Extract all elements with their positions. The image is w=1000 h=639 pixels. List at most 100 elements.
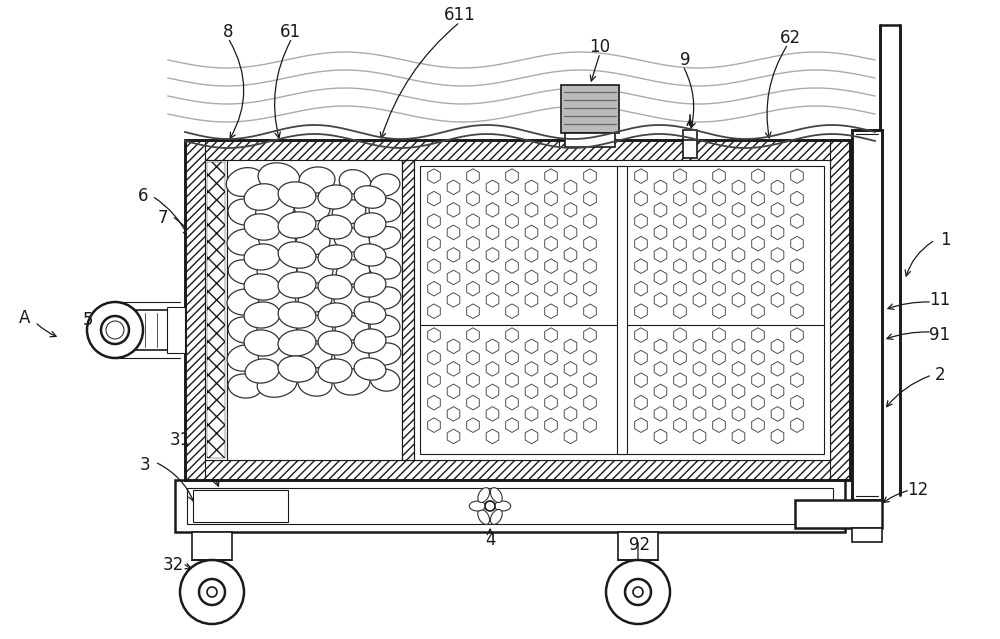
Circle shape <box>101 316 129 344</box>
Ellipse shape <box>318 303 352 327</box>
Circle shape <box>606 560 670 624</box>
Circle shape <box>106 321 124 339</box>
Bar <box>561 85 619 133</box>
Bar <box>402 160 414 460</box>
Text: 91: 91 <box>929 326 951 344</box>
Circle shape <box>485 501 495 511</box>
Bar <box>185 140 850 160</box>
Ellipse shape <box>278 272 316 298</box>
Ellipse shape <box>256 195 294 225</box>
Ellipse shape <box>318 359 352 383</box>
Text: 92: 92 <box>629 536 651 554</box>
Circle shape <box>633 587 643 597</box>
Ellipse shape <box>478 509 490 525</box>
Ellipse shape <box>339 170 371 194</box>
Ellipse shape <box>334 343 370 369</box>
Ellipse shape <box>228 317 262 343</box>
Ellipse shape <box>490 488 502 502</box>
Ellipse shape <box>318 331 352 355</box>
Circle shape <box>180 560 244 624</box>
Bar <box>227 160 402 460</box>
Ellipse shape <box>334 227 370 252</box>
Ellipse shape <box>318 275 352 299</box>
Ellipse shape <box>334 369 370 395</box>
Ellipse shape <box>244 330 280 356</box>
Bar <box>618 532 658 560</box>
Bar <box>414 160 830 460</box>
Ellipse shape <box>298 344 332 368</box>
Ellipse shape <box>334 287 370 313</box>
Bar <box>187 488 833 524</box>
Bar <box>852 130 882 500</box>
Ellipse shape <box>278 330 316 356</box>
Ellipse shape <box>369 343 401 365</box>
Bar <box>205 160 227 460</box>
Bar <box>185 140 850 480</box>
Text: 5: 5 <box>83 311 93 329</box>
Ellipse shape <box>335 316 369 340</box>
Ellipse shape <box>257 314 297 342</box>
Ellipse shape <box>257 371 297 397</box>
Ellipse shape <box>228 199 262 225</box>
Ellipse shape <box>245 359 279 383</box>
Ellipse shape <box>298 288 332 312</box>
Text: A: A <box>19 309 31 327</box>
Text: 32: 32 <box>162 556 184 574</box>
Text: 1: 1 <box>940 231 950 249</box>
Bar <box>795 500 882 528</box>
Ellipse shape <box>298 372 332 396</box>
Ellipse shape <box>278 182 316 208</box>
Ellipse shape <box>228 374 262 398</box>
Ellipse shape <box>494 501 511 511</box>
Ellipse shape <box>370 315 400 337</box>
Ellipse shape <box>258 342 296 370</box>
Ellipse shape <box>296 229 330 255</box>
Text: 61: 61 <box>279 23 301 41</box>
Ellipse shape <box>278 302 316 328</box>
Ellipse shape <box>318 245 352 269</box>
Bar <box>185 140 205 480</box>
Circle shape <box>207 587 217 597</box>
Ellipse shape <box>354 244 386 266</box>
Text: 11: 11 <box>929 291 951 309</box>
Text: 62: 62 <box>779 29 801 47</box>
Bar <box>193 490 288 522</box>
Ellipse shape <box>278 212 316 238</box>
Ellipse shape <box>297 315 333 341</box>
Text: 8: 8 <box>223 23 233 41</box>
Ellipse shape <box>244 244 280 270</box>
Ellipse shape <box>257 256 297 284</box>
Bar <box>830 140 850 480</box>
Text: 4: 4 <box>485 531 495 549</box>
Circle shape <box>110 325 120 335</box>
Bar <box>175 480 845 532</box>
Circle shape <box>199 579 225 605</box>
Ellipse shape <box>369 198 401 222</box>
Ellipse shape <box>278 242 316 268</box>
Text: 6: 6 <box>138 187 148 205</box>
Bar <box>207 162 225 458</box>
Ellipse shape <box>370 174 400 196</box>
Text: 7: 7 <box>158 209 168 227</box>
Text: 12: 12 <box>907 481 929 499</box>
Ellipse shape <box>332 200 366 224</box>
Ellipse shape <box>244 184 280 210</box>
Text: 10: 10 <box>589 38 611 56</box>
Bar <box>420 166 824 454</box>
Ellipse shape <box>318 215 352 239</box>
Ellipse shape <box>258 163 300 193</box>
Text: 9: 9 <box>680 51 690 69</box>
Text: 611: 611 <box>444 6 476 24</box>
Circle shape <box>625 579 651 605</box>
Bar <box>617 166 627 454</box>
Ellipse shape <box>354 358 386 380</box>
Bar <box>683 130 697 158</box>
Ellipse shape <box>354 186 386 208</box>
Ellipse shape <box>258 226 296 254</box>
Bar <box>565 133 615 147</box>
Ellipse shape <box>244 302 280 328</box>
Circle shape <box>87 302 143 358</box>
Ellipse shape <box>299 167 335 193</box>
Ellipse shape <box>318 185 352 209</box>
Ellipse shape <box>227 289 263 315</box>
